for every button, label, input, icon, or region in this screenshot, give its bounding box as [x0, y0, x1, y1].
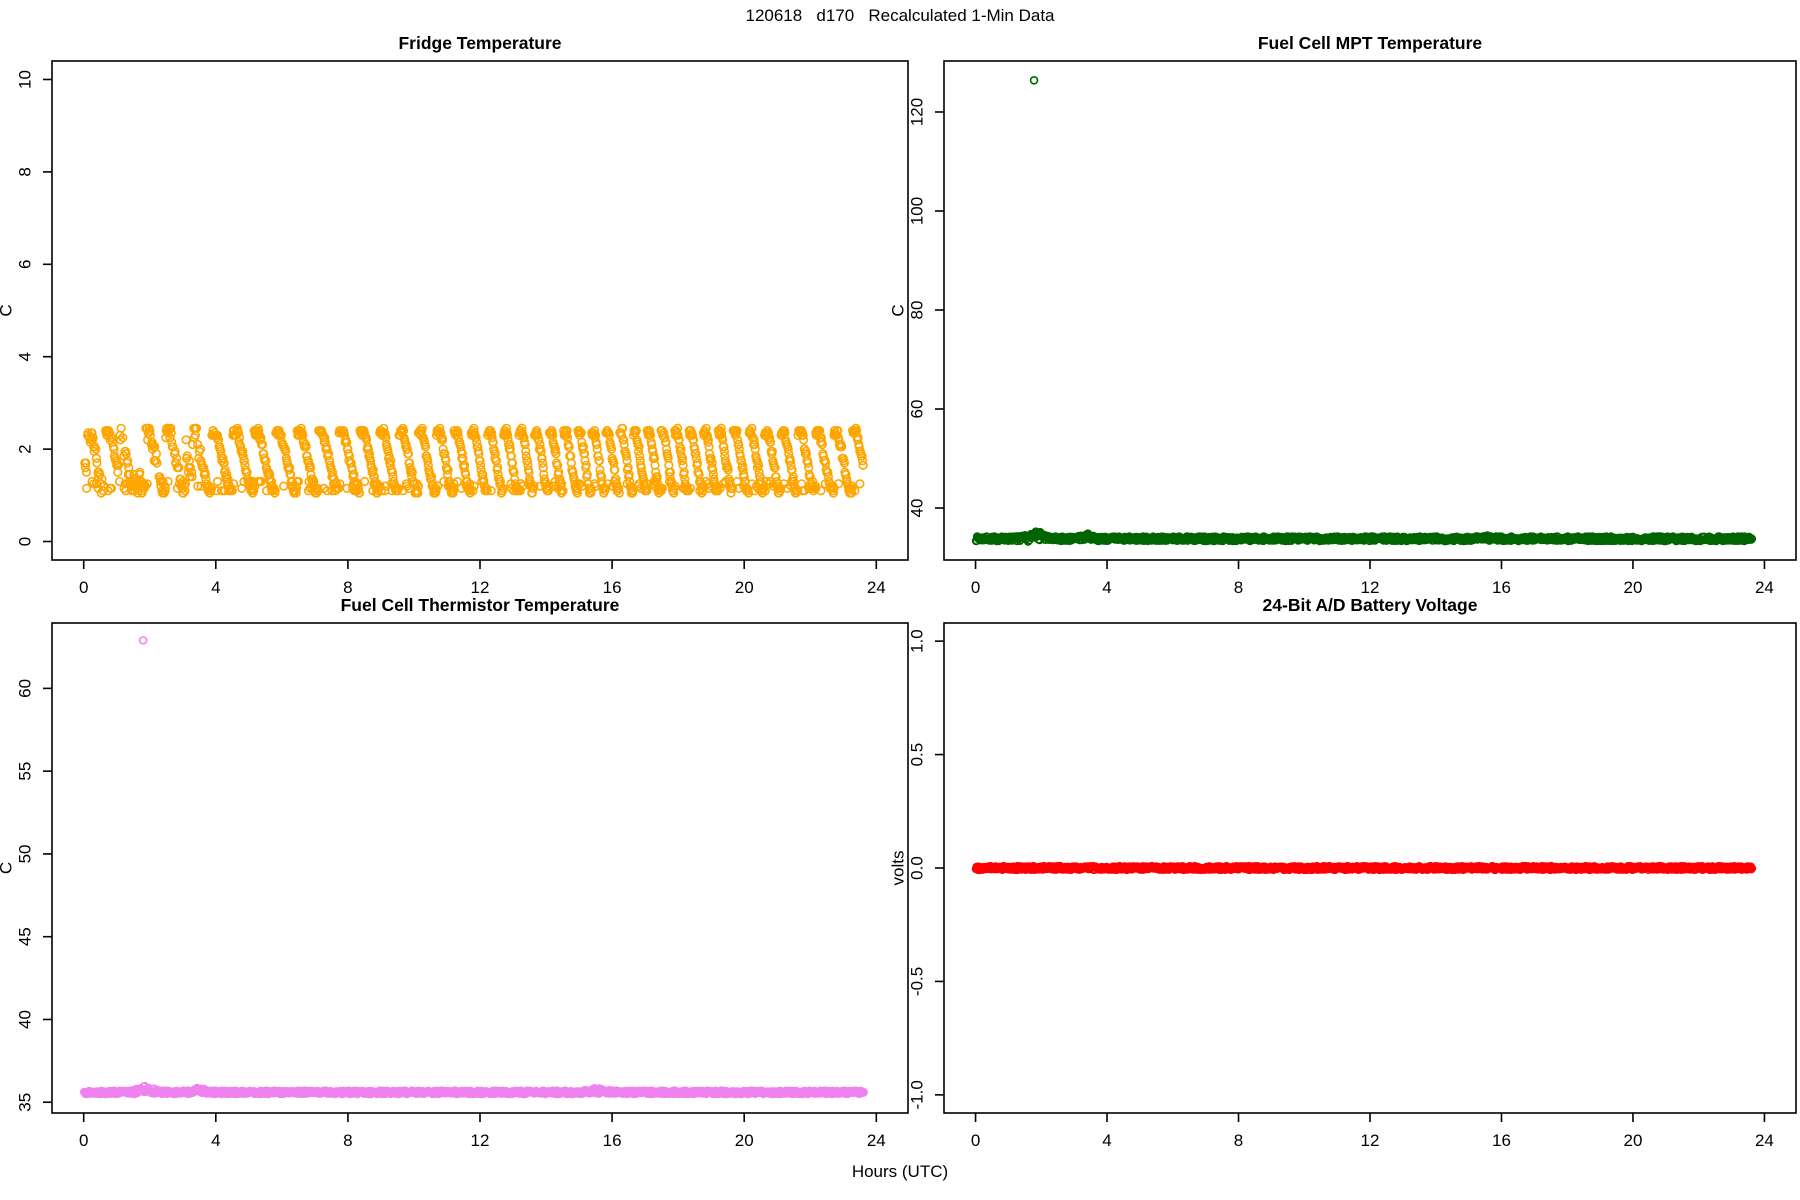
figure-title: 120618 d170 Recalculated 1-Min Data [745, 6, 1055, 25]
battery-voltage-x-tick-label: 24 [1755, 1131, 1774, 1150]
battery-voltage-y-tick-label: 0.5 [908, 743, 927, 767]
fuel-cell-thermistor-temperature-x-tick-label: 12 [471, 1131, 490, 1150]
fuel-cell-mpt-temperature-title: Fuel Cell MPT Temperature [1258, 33, 1483, 53]
fridge-temperature-y-tick-label: 4 [16, 352, 35, 361]
battery-voltage-x-tick-label: 0 [971, 1131, 980, 1150]
battery-voltage-y-tick-label: 0.0 [908, 856, 927, 880]
fridge-temperature-x-tick-label: 16 [603, 578, 622, 597]
fridge-temperature-y-axis-label: C [0, 304, 16, 316]
battery-voltage-x-tick-label: 8 [1234, 1131, 1243, 1150]
fridge-temperature-title: Fridge Temperature [398, 33, 561, 53]
fridge-temperature-data-points [80, 423, 868, 498]
fuel-cell-mpt-temperature-y-axis-label: C [889, 304, 908, 316]
fuel-cell-mpt-temperature-x-tick-label: 24 [1755, 578, 1774, 597]
fridge-temperature-x-tick-label: 8 [343, 578, 352, 597]
battery-voltage-y-tick-label: -1.0 [908, 1080, 927, 1109]
fuel-cell-mpt-temperature-data-points [971, 527, 1757, 546]
fridge-temperature-x-tick-label: 24 [867, 578, 886, 597]
fridge-temperature-x-tick-label: 4 [211, 578, 220, 597]
fuel-cell-thermistor-temperature-y-tick-label: 40 [16, 1010, 35, 1029]
fridge-temperature-y-tick-label: 8 [16, 167, 35, 176]
fridge-temperature-x-tick-label: 0 [79, 578, 88, 597]
fridge-temperature-x-tick-label: 20 [735, 578, 754, 597]
battery-voltage-x-tick-label: 16 [1492, 1131, 1511, 1150]
fuel-cell-thermistor-temperature-x-tick-label: 0 [79, 1131, 88, 1150]
fuel-cell-mpt-temperature-x-tick-label: 0 [971, 578, 980, 597]
fuel-cell-mpt-temperature-y-tick-label: 40 [908, 499, 927, 518]
battery-voltage-title: 24-Bit A/D Battery Voltage [1263, 595, 1478, 615]
fuel-cell-mpt-temperature-y-tick-label: 80 [908, 301, 927, 320]
fuel-cell-thermistor-temperature-y-tick-label: 35 [16, 1093, 35, 1112]
fridge-temperature-x-tick-label: 12 [471, 578, 490, 597]
battery-voltage-data-points [971, 861, 1757, 875]
battery-voltage-y-axis-label: volts [889, 851, 908, 886]
fuel-cell-mpt-temperature-y-tick-label: 120 [908, 98, 927, 126]
fuel-cell-thermistor-temperature-x-tick-label: 16 [603, 1131, 622, 1150]
fuel-cell-mpt-temperature-outlier-point [1029, 76, 1039, 85]
fuel-cell-thermistor-temperature-outlier-point [138, 636, 148, 645]
fuel-cell-mpt-temperature-y-tick-label: 60 [908, 400, 927, 419]
fuel-cell-thermistor-temperature-y-tick-label: 50 [16, 844, 35, 863]
fuel-cell-thermistor-temperature-y-axis-label: C [0, 862, 16, 874]
fuel-cell-mpt-temperature-x-tick-label: 4 [1102, 578, 1111, 597]
battery-voltage-y-tick-label: 1.0 [908, 629, 927, 653]
fuel-cell-mpt-temperature-x-tick-label: 20 [1624, 578, 1643, 597]
fuel-cell-thermistor-temperature-title: Fuel Cell Thermistor Temperature [341, 595, 620, 615]
x-axis-title: Hours (UTC) [851, 1162, 949, 1181]
battery-voltage-x-tick-label: 12 [1361, 1131, 1380, 1150]
fuel-cell-mpt-temperature-x-tick-label: 16 [1492, 578, 1511, 597]
fridge-temperature-y-tick-label: 6 [16, 260, 35, 269]
fuel-cell-thermistor-temperature-x-tick-label: 20 [735, 1131, 754, 1150]
fuel-cell-thermistor-temperature-y-tick-label: 55 [16, 762, 35, 781]
fuel-cell-thermistor-temperature-data-points [80, 1081, 868, 1099]
fuel-cell-thermistor-temperature-x-tick-label: 4 [211, 1131, 220, 1150]
battery-voltage-x-tick-label: 20 [1624, 1131, 1643, 1150]
fuel-cell-mpt-temperature-x-tick-label: 8 [1234, 578, 1243, 597]
fridge-temperature-y-tick-label: 2 [16, 444, 35, 453]
fuel-cell-thermistor-temperature-y-tick-label: 60 [16, 679, 35, 698]
fridge-temperature-y-tick-label: 10 [16, 70, 35, 89]
fuel-cell-mpt-temperature-y-tick-label: 100 [908, 197, 927, 225]
fuel-cell-thermistor-temperature-plot-box [51, 622, 909, 1114]
fuel-cell-thermistor-temperature-x-tick-label: 24 [867, 1131, 886, 1150]
battery-voltage-y-tick-label: -0.5 [908, 967, 927, 996]
fuel-cell-thermistor-temperature-y-tick-label: 45 [16, 927, 35, 946]
fuel-cell-mpt-temperature-x-tick-label: 12 [1361, 578, 1380, 597]
fridge-temperature-y-tick-label: 0 [16, 537, 35, 546]
battery-voltage-x-tick-label: 4 [1102, 1131, 1111, 1150]
fuel-cell-mpt-temperature-plot-box [943, 60, 1797, 561]
fuel-cell-thermistor-temperature-x-tick-label: 8 [343, 1131, 352, 1150]
